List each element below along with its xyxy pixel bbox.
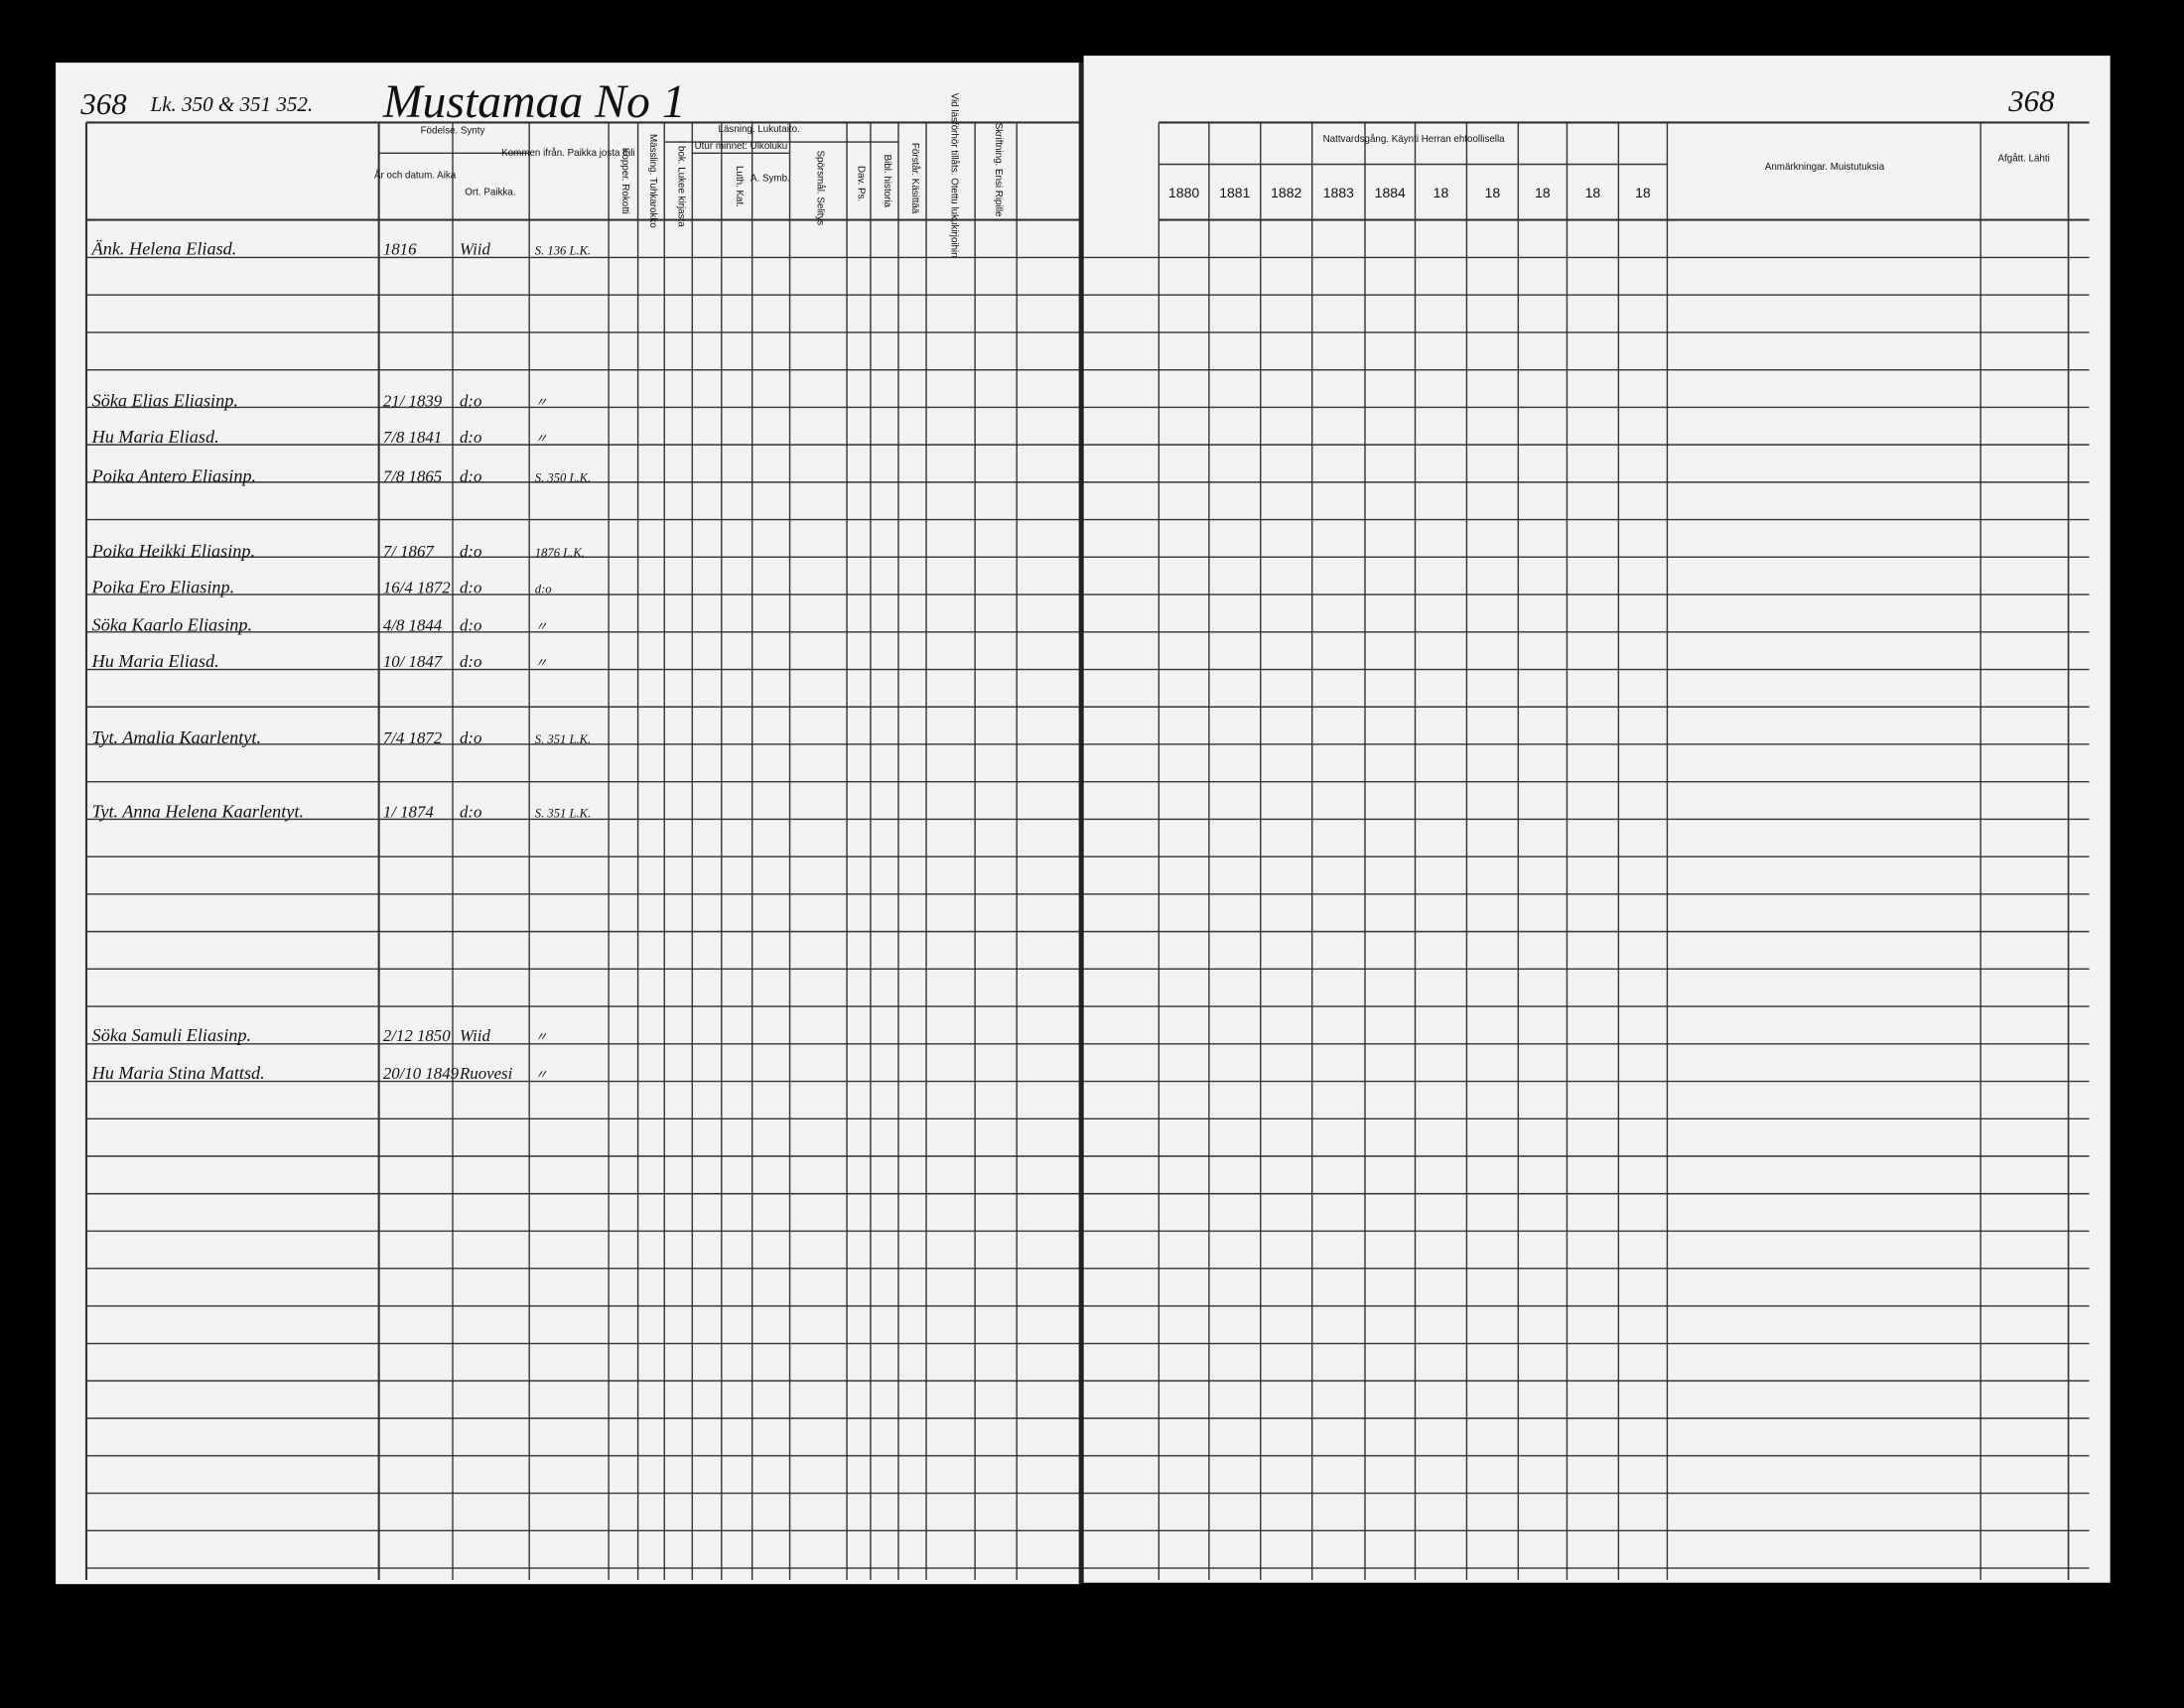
year-header: 1882: [1271, 185, 1301, 200]
entry-from: S. 351 L.K.: [535, 806, 591, 820]
entry-born: 7/8 1865: [383, 466, 442, 485]
page-number-left: 368: [79, 87, 127, 121]
entry-from: S. 351 L.K.: [535, 732, 591, 746]
column-header: Utur minnet: Ulkoluku: [695, 141, 788, 152]
column-header: Nattvardsgång. Käynti Herran ehtoollisel…: [1323, 134, 1506, 145]
column-header: Afgått. Lähti: [1997, 154, 2049, 165]
entry-place: d:o: [460, 392, 481, 411]
entry-name: Tyt. Amalia Kaarlentyt.: [92, 727, 261, 747]
entry-place: Wiid: [460, 1026, 490, 1045]
entry-born: 2/12 1850: [383, 1026, 451, 1045]
column-header: Mässling. Tuhkarokko: [647, 134, 658, 228]
column-header: Dav. Ps.: [855, 166, 866, 201]
entry-born: 21/ 1839: [383, 392, 443, 411]
column-header: Födelse. Synty: [421, 126, 485, 137]
left-page: [56, 63, 1080, 1585]
entry-place: d:o: [460, 652, 481, 671]
year-header: 1884: [1375, 185, 1406, 200]
column-header: År och datum. Aika: [374, 171, 457, 182]
entry-born: 1/ 1874: [383, 802, 435, 821]
entry-born: 1816: [383, 240, 417, 259]
entry-born: 16/4 1872: [383, 579, 451, 597]
entry-name: Söka Elias Eliasinp.: [92, 391, 238, 411]
year-header: 18: [1635, 185, 1651, 200]
entry-place: d:o: [460, 542, 481, 561]
entry-name: Poika Ero Eliasinp.: [91, 578, 235, 597]
entry-name: Änk. Helena Eliasd.: [91, 239, 237, 259]
entry-born: 10/ 1847: [383, 652, 443, 671]
column-header: Ort. Paikka.: [465, 187, 515, 197]
entry-from: d:o: [535, 583, 552, 596]
column-header: Luth. Kat.: [734, 166, 745, 207]
entry-place: d:o: [460, 802, 481, 821]
column-header: Kommen ifrån. Paikka josta tuli: [501, 148, 635, 159]
entry-born: 20/10 1849: [383, 1064, 460, 1083]
entry-place: Wiid: [460, 240, 490, 259]
entry-born: 7/ 1867: [383, 542, 435, 561]
entry-from: 〃: [535, 656, 548, 670]
entry-name: Söka Samuli Eliasinp.: [92, 1025, 251, 1045]
year-header: 1881: [1219, 185, 1250, 200]
entry-from: S. 350 L.K.: [535, 470, 591, 484]
column-header: A. Symb.: [751, 173, 790, 184]
column-header: Anmärkningar. Muistutuksia: [1765, 162, 1885, 173]
page-number-right: 368: [2007, 84, 2055, 118]
entry-place: d:o: [460, 466, 481, 485]
entry-place: Ruovesi: [459, 1064, 513, 1083]
entry-from: 〃: [535, 1068, 548, 1082]
year-header: 1880: [1168, 185, 1199, 200]
column-header: Kopper. Rokotti: [619, 148, 630, 214]
entry-born: 7/4 1872: [383, 728, 443, 747]
year-header: 18: [1535, 185, 1551, 200]
entry-name: Hu Maria Eliasd.: [91, 427, 219, 447]
column-header: Bibl. historia: [882, 155, 892, 208]
entry-name: Söka Kaarlo Eliasinp.: [92, 614, 252, 634]
entry-from: 〃: [535, 396, 548, 410]
entry-born: 4/8 1844: [383, 615, 443, 634]
column-header: Skriftning. Ensi Ripille: [993, 123, 1004, 217]
entry-born: 7/8 1841: [383, 428, 442, 447]
entry-name: Hu Maria Eliasd.: [91, 651, 219, 671]
column-header: I bok. Lukee kirjasta: [675, 141, 686, 228]
heading-note: Lk. 350 & 351 352.: [150, 92, 314, 116]
column-header: Förstår. Käsittää: [909, 143, 920, 214]
entry-place: d:o: [460, 428, 481, 447]
column-header: Vid läsförhör tillåts. Otettu lukukirjoi…: [948, 93, 959, 258]
year-header: 1883: [1323, 185, 1354, 200]
entry-from: 〃: [535, 432, 548, 446]
column-header: Spörsmål. Selitys: [815, 151, 826, 226]
entry-from: 〃: [535, 619, 548, 633]
entry-name: Hu Maria Stina Mattsd.: [91, 1063, 265, 1083]
entry-name: Poika Heikki Eliasinp.: [91, 541, 255, 561]
year-header: 18: [1585, 185, 1601, 200]
entry-name: Poika Antero Eliasinp.: [91, 465, 257, 485]
entry-place: d:o: [460, 579, 481, 597]
entry-from: 1876 L.K.: [535, 546, 585, 560]
entry-place: d:o: [460, 728, 481, 747]
year-header: 18: [1433, 185, 1449, 200]
year-header: 18: [1485, 185, 1501, 200]
entry-from: S. 136 L.K.: [535, 244, 591, 258]
entry-name: Tyt. Anna Helena Kaarlentyt.: [92, 801, 304, 821]
entry-place: d:o: [460, 615, 481, 634]
entry-from: 〃: [535, 1030, 548, 1044]
column-header: Läsning. Lukutaito.: [719, 124, 800, 135]
farm-name: Mustamaa No 1: [382, 76, 686, 128]
